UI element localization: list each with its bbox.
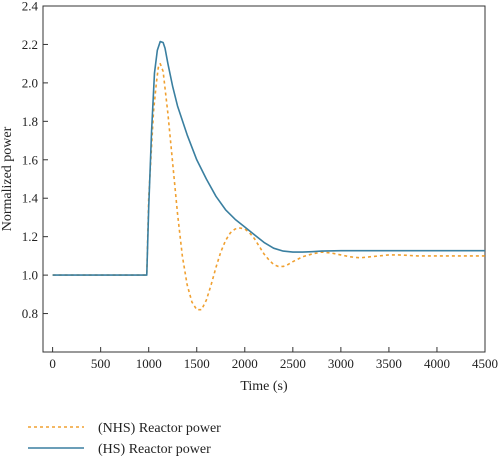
y-tick-label: 2.4	[22, 0, 39, 14]
tick-labels: 0 500 1000 1500 2000 2500 3000 3500 4000 4500 0.8 1…	[22, 0, 498, 371]
x-tick-label: 500	[91, 356, 111, 371]
y-axis-title: Normalized power	[0, 126, 15, 231]
legend-label-hs: (HS) Reactor power	[98, 442, 211, 457]
y-tick-label: 1.8	[22, 114, 38, 129]
legend-label-nhs: (NHS) Reactor power	[98, 421, 221, 436]
x-tick-label: 1500	[184, 356, 210, 371]
y-tick-label: 1.6	[22, 152, 39, 167]
x-tick-label: 1000	[136, 356, 162, 371]
x-tick-label: 0	[49, 356, 56, 371]
y-tick-label: 1.4	[22, 191, 39, 206]
plot-frame	[42, 5, 486, 353]
axis-ticks	[43, 5, 486, 352]
x-tick-label: 3500	[376, 356, 402, 371]
y-tick-label: 1.0	[22, 268, 38, 283]
y-tick-label: 2.2	[22, 37, 38, 52]
legend: (NHS) Reactor power (HS) Reactor power	[28, 421, 221, 457]
x-tick-label: 2000	[232, 356, 258, 371]
y-tick-label: 2.0	[22, 75, 38, 90]
x-tick-label: 3000	[328, 356, 354, 371]
x-tick-label: 4500	[472, 356, 498, 371]
y-tick-label: 1.2	[22, 229, 38, 244]
x-tick-label: 2500	[280, 356, 306, 371]
y-tick-label: 0.8	[22, 306, 38, 321]
series-lines	[52, 40, 485, 311]
series-line-hs	[52, 40, 485, 276]
x-tick-label: 4000	[424, 356, 450, 371]
series-line-nhs	[52, 62, 485, 311]
x-axis-title: Time (s)	[240, 379, 288, 394]
